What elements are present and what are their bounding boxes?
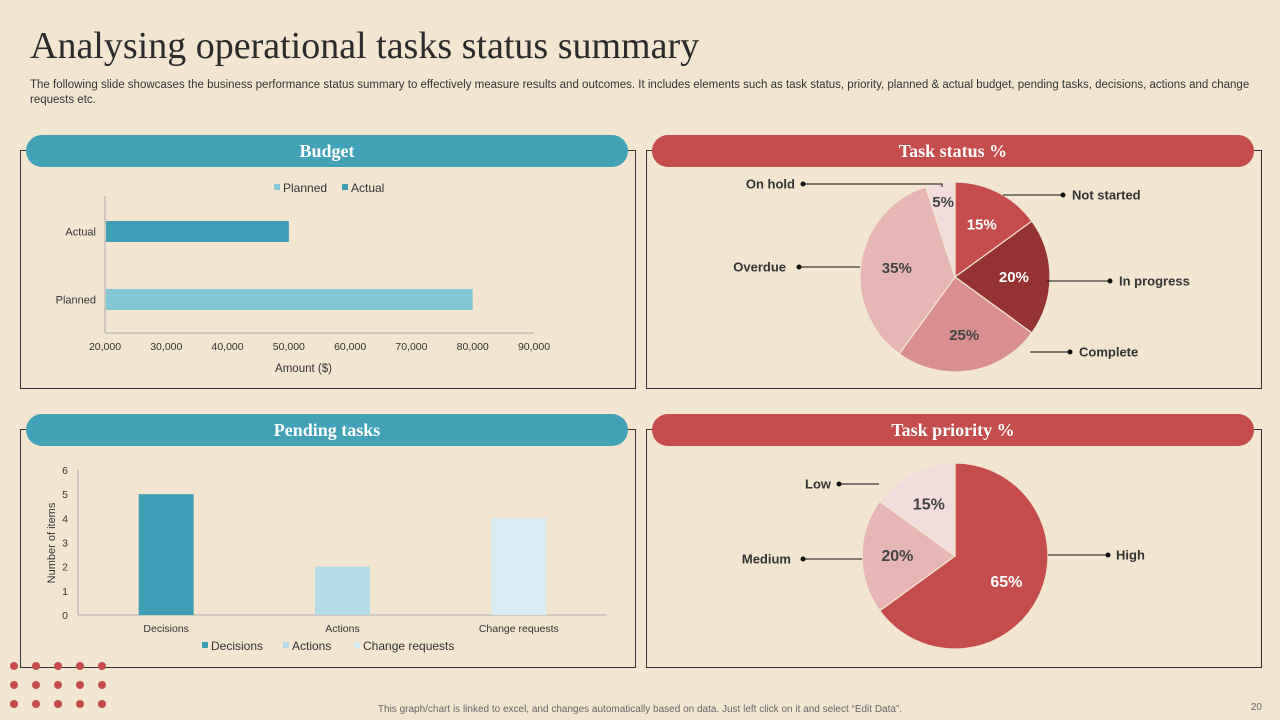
pending-y-tick: 5 xyxy=(62,489,68,501)
pending-legend-label-decisions: Decisions xyxy=(211,639,263,653)
pending-y-tick: 0 xyxy=(62,610,68,622)
budget-x-tick: 90,000 xyxy=(518,341,550,353)
pending-tasks-header: Pending tasks xyxy=(26,414,628,446)
budget-header: Budget xyxy=(26,135,628,167)
legend-label-planned: Planned xyxy=(283,181,327,195)
budget-category-label: Planned xyxy=(56,295,96,307)
pending-y-tick: 2 xyxy=(62,562,68,574)
pending-tasks-panel: 0 1 2 3 4 5 6 Number of items Decisions Actions Ch… xyxy=(20,429,636,668)
pending-y-tick: 3 xyxy=(62,538,68,550)
task-priority-header: Task priority % xyxy=(652,414,1254,446)
status-slice-on-hold xyxy=(924,181,956,278)
legend-swatch-planned xyxy=(274,184,280,190)
task-status-panel: 15% Not started 20% In progress 25% Complete 3… xyxy=(646,150,1262,389)
status-slice-complete xyxy=(898,276,1033,373)
pending-category-label: Actions xyxy=(325,623,359,635)
pending-legend-swatch-actions xyxy=(283,642,289,648)
status-leader-dot-not-started xyxy=(1060,192,1066,198)
budget-x-tick: 20,000 xyxy=(89,341,121,353)
priority-label-low: Low xyxy=(805,477,832,492)
priority-slice-high xyxy=(878,462,1049,650)
status-slice-not-started xyxy=(954,181,1033,279)
budget-x-tick: 70,000 xyxy=(395,341,427,353)
priority-value-high: 65% xyxy=(990,574,1022,591)
pending-y-tick: 1 xyxy=(62,586,68,598)
pending-category-label: Change requests xyxy=(479,623,559,635)
budget-x-tick: 30,000 xyxy=(150,341,182,353)
pending-bar-actions xyxy=(315,566,370,615)
task-status-chart: 15% Not started 20% In progress 25% Complete 3… xyxy=(733,177,1190,373)
pending-legend-swatch-change-requests xyxy=(354,642,360,648)
budget-bar-planned xyxy=(106,289,473,310)
status-leader-on-hold xyxy=(803,183,943,187)
budget-x-tick: 40,000 xyxy=(212,341,244,353)
slide-subtitle: The following slide showcases the busine… xyxy=(30,79,1250,106)
decorative-dots xyxy=(10,662,106,708)
pending-y-tick: 4 xyxy=(62,513,68,525)
status-leader-dot-on-hold xyxy=(800,181,806,187)
status-value-on-hold: 5% xyxy=(932,194,954,211)
priority-leader-dot-high xyxy=(1105,552,1111,558)
task-priority-panel: 65% High 20% Medium 15% Low xyxy=(646,429,1262,668)
budget-x-tick: 60,000 xyxy=(334,341,366,353)
pending-tasks-chart: 0 1 2 3 4 5 6 Number of items Decisions Actions Ch… xyxy=(46,465,607,653)
priority-leader-dot-medium xyxy=(800,556,806,562)
status-label-in-progress: In progress xyxy=(1119,274,1190,289)
task-priority-chart: 65% High 20% Medium 15% Low xyxy=(742,462,1145,650)
pending-y-tick: 6 xyxy=(62,465,68,477)
budget-x-tick: 50,000 xyxy=(273,341,305,353)
pending-legend-label-change-requests: Change requests xyxy=(363,639,454,653)
legend-label-actual: Actual xyxy=(351,181,384,195)
pending-bar-decisions xyxy=(138,494,194,615)
priority-leader-dot-low xyxy=(836,481,842,487)
status-leader-dot-in-progress xyxy=(1107,278,1113,284)
priority-value-medium: 20% xyxy=(881,548,913,565)
pending-legend-label-actions: Actions xyxy=(292,639,331,653)
pending-bar-change-requests xyxy=(491,518,547,615)
budget-bar-actual xyxy=(106,221,289,242)
status-leader-dot-overdue xyxy=(796,264,802,270)
pending-legend-swatch-decisions xyxy=(202,642,208,648)
status-value-complete: 25% xyxy=(949,327,979,344)
task-status-header: Task status % xyxy=(652,135,1254,167)
legend-swatch-actual xyxy=(342,184,348,190)
priority-label-medium: Medium xyxy=(742,552,791,567)
status-label-on-hold: On hold xyxy=(746,177,795,192)
budget-x-tick: 80,000 xyxy=(457,341,489,353)
budget-panel: Planned Actual 20,000 30,000 40,000 50,000 60,… xyxy=(20,150,636,389)
status-slice-overdue xyxy=(859,185,956,355)
status-value-not-started: 15% xyxy=(967,217,997,234)
status-slice-in-progress xyxy=(953,220,1051,334)
status-label-not-started: Not started xyxy=(1072,188,1141,203)
slide-title: Analysing operational tasks status summa… xyxy=(30,25,700,67)
status-leader-dot-complete xyxy=(1067,349,1073,355)
priority-slice-low xyxy=(878,462,956,558)
footer-note: This graph/chart is linked to excel, and… xyxy=(377,704,903,715)
status-value-overdue: 35% xyxy=(882,260,912,277)
priority-label-high: High xyxy=(1116,548,1145,563)
budget-chart: Planned Actual 20,000 30,000 40,000 50,000 60,… xyxy=(56,181,551,375)
page-number: 20 xyxy=(1250,702,1262,713)
status-label-complete: Complete xyxy=(1079,345,1138,360)
priority-value-low: 15% xyxy=(913,497,945,514)
pending-category-label: Decisions xyxy=(143,623,189,635)
budget-category-label: Actual xyxy=(65,227,96,239)
budget-x-axis-label: Amount ($) xyxy=(275,363,332,375)
priority-slice-medium xyxy=(861,500,957,612)
pending-y-axis-label: Number of items xyxy=(46,502,58,583)
status-label-overdue: Overdue xyxy=(733,260,786,275)
status-value-in-progress: 20% xyxy=(999,269,1029,286)
